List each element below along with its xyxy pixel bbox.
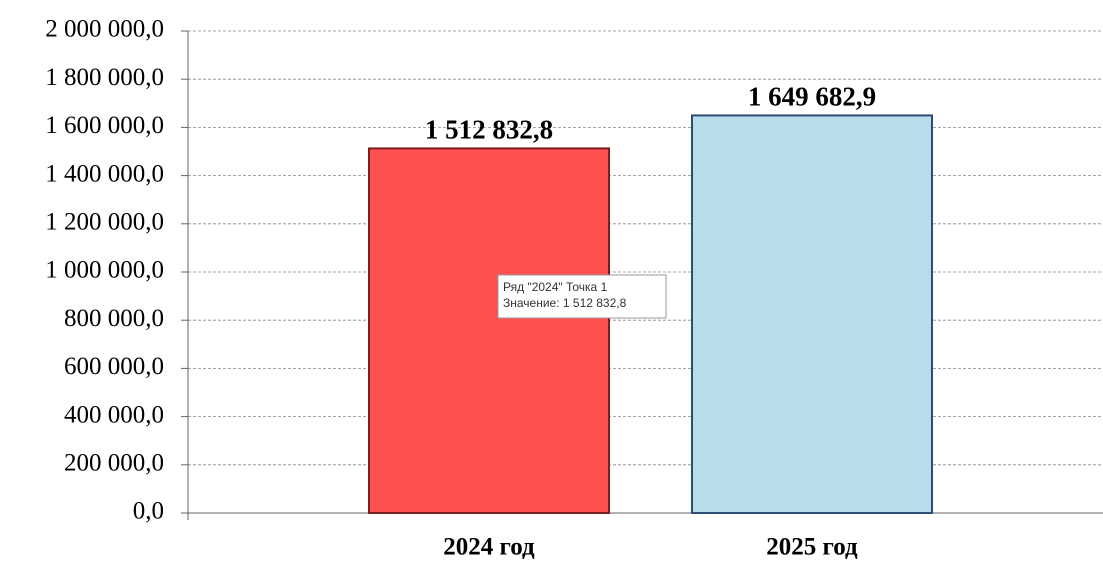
y-tick-label: 800 000,0 bbox=[64, 305, 164, 332]
data-label: 1 649 682,9 bbox=[748, 82, 876, 112]
tooltip: Ряд "2024" Точка 1 Значение: 1 512 832,8 bbox=[497, 274, 667, 319]
tooltip-box bbox=[497, 274, 667, 319]
y-tick-label: 2 000 000,0 bbox=[45, 16, 164, 43]
y-tick-label: 400 000,0 bbox=[64, 401, 164, 428]
tooltip-line: Значение: 1 512 832,8 bbox=[503, 296, 627, 310]
y-tick-label: 1 000 000,0 bbox=[45, 257, 164, 284]
x-tick-label: 2024 год bbox=[443, 534, 535, 561]
x-tick-label: 2025 год bbox=[766, 534, 858, 561]
y-tick-label: 1 200 000,0 bbox=[45, 209, 164, 236]
y-tick-label: 1 400 000,0 bbox=[45, 160, 164, 187]
y-tick-label: 600 000,0 bbox=[64, 353, 164, 380]
y-tick-label: 0,0 bbox=[133, 498, 164, 525]
bar bbox=[691, 114, 933, 514]
bar bbox=[368, 147, 610, 514]
y-tick-label: 1 600 000,0 bbox=[45, 112, 164, 139]
tooltip-line: Ряд "2024" Точка 1 bbox=[503, 280, 608, 294]
y-tick-label: 200 000,0 bbox=[64, 450, 164, 477]
data-label: 1 512 832,8 bbox=[425, 115, 553, 145]
y-tick-label: 1 800 000,0 bbox=[45, 64, 164, 91]
